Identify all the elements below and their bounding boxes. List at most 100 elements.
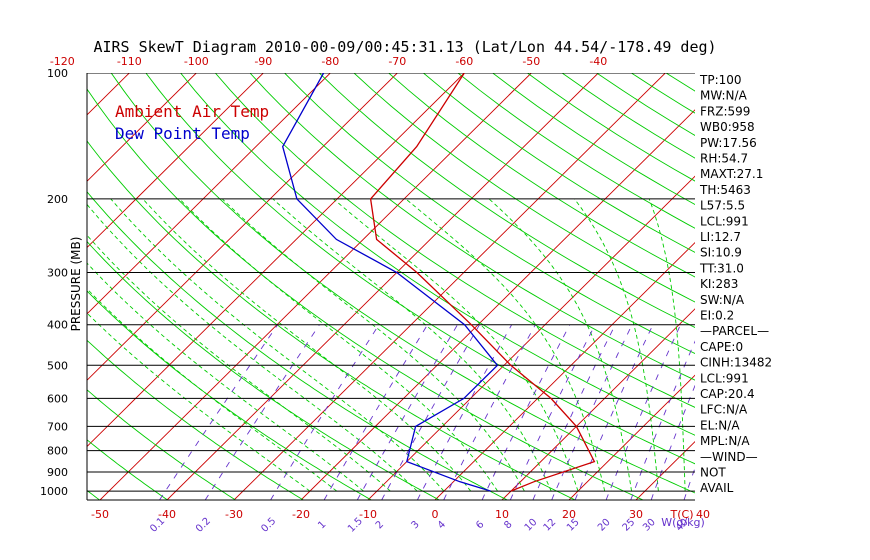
mixing-ratio-line — [356, 324, 458, 500]
stats-entry: TH:5463 — [699, 183, 751, 197]
stats-entry: EI:0.2 — [700, 309, 734, 323]
stats-entry: FRZ:599 — [700, 104, 750, 118]
stats-entry: AVAIL — [700, 481, 734, 495]
isotherm-line — [87, 73, 264, 249]
dry-adiabat-line — [423, 73, 695, 253]
pressure-tick-label: 300 — [47, 267, 68, 280]
dry-adiabat-line — [87, 140, 576, 500]
isotherm-line — [87, 73, 398, 381]
stats-entry: LFC:N/A — [700, 403, 748, 417]
mixing-ratio-line — [509, 324, 596, 500]
ambient-air-temp-line — [369, 73, 596, 492]
mixing-ratio-line — [532, 324, 616, 500]
dry-adiabat-line — [527, 73, 695, 182]
dry-adiabat-line — [87, 88, 644, 500]
top-temp-tick-labels: -120 -110 -100 -90 -80 -70 -60 -50 -40 — [50, 55, 607, 68]
dry-adiabat-line — [87, 489, 100, 500]
isotherm-line — [233, 73, 666, 500]
top-temp-tick-label: -100 — [184, 55, 209, 68]
stats-entry: EL:N/A — [700, 418, 740, 432]
moist-adiabat-line — [179, 198, 498, 492]
top-temp-tick-label: -70 — [388, 55, 406, 68]
isotherm-line — [87, 73, 130, 116]
dry-adiabat-line — [145, 73, 695, 465]
isotherm-line — [501, 308, 695, 500]
bottom-temp-tick-label: 30 — [629, 508, 643, 521]
isotherms — [0, 73, 695, 500]
top-temp-tick-label: -120 — [50, 55, 75, 68]
mixing-ratio-tick-label: 6 — [474, 519, 486, 531]
mixing-ratio-lines — [159, 324, 695, 500]
stats-entry: MW:N/A — [700, 89, 748, 103]
stats-entry: —WIND— — [700, 450, 758, 464]
stats-entry: NOT — [700, 466, 726, 480]
dry-adiabat-line — [284, 73, 695, 355]
dry-adiabat-line — [388, 73, 695, 278]
mixing-ratio-line — [551, 324, 633, 500]
stats-entry: LCL:991 — [700, 371, 749, 385]
bottom-temp-tick-label: -30 — [225, 508, 243, 521]
stats-entry: WB0:958 — [700, 120, 755, 134]
dry-adiabat-line — [805, 73, 870, 500]
bottom-temp-tick-label: -50 — [91, 508, 109, 521]
dry-adiabat-line — [180, 73, 695, 436]
isotherm-line — [87, 73, 197, 182]
bottom-temp-tick-label: -10 — [359, 508, 377, 521]
dry-adiabat-line — [249, 73, 695, 381]
dry-adiabat-line — [353, 73, 695, 303]
mixing-ratio-tick-label: 12 — [542, 517, 559, 534]
isobars — [87, 73, 695, 492]
stats-entry: MAXT:27.1 — [700, 167, 763, 181]
dry-adiabat-line — [492, 73, 695, 205]
stats-entry: —PARCEL— — [700, 324, 769, 338]
isotherm-line — [0, 73, 62, 500]
isotherm-line — [367, 175, 695, 500]
dry-adiabat-line — [0, 73, 32, 500]
bottom-temp-tick-label: 20 — [562, 508, 576, 521]
isotherm-line — [87, 73, 331, 315]
dry-adiabat-line — [87, 290, 372, 500]
pressure-tick-label: 600 — [47, 392, 68, 405]
pressure-tick-label: 1000 — [40, 485, 68, 498]
stats-entry: CAP:20.4 — [700, 387, 755, 401]
pressure-tick-label: 200 — [47, 193, 68, 206]
dew-point-temp-line — [282, 73, 499, 492]
pressure-tick-label: 400 — [47, 319, 68, 332]
bottom-temp-tick-labels: -50 -40 -30 -20 -10 0 10 20 30 40 — [91, 508, 710, 521]
y-axis-label: PRESSURE (MB) — [69, 237, 83, 332]
stats-entry: TP:100 — [699, 73, 742, 87]
dry-adiabat-line — [87, 389, 236, 500]
mixing-ratio-line — [443, 324, 536, 500]
bottom-temp-tick-label: 10 — [495, 508, 509, 521]
top-temp-tick-label: -90 — [254, 55, 272, 68]
dry-adiabat-line — [840, 73, 870, 500]
mixing-ratio-line — [323, 324, 428, 500]
legend-dew-point-temp: Dew Point Temp — [115, 124, 250, 143]
stats-entry: LI:12.7 — [700, 230, 741, 244]
top-temp-tick-label: -110 — [117, 55, 142, 68]
dry-adiabat-line — [770, 73, 870, 500]
pressure-tick-label: 500 — [47, 359, 68, 372]
mixing-ratio-tick-label: 10 — [523, 517, 540, 534]
dry-adiabat-line — [214, 73, 695, 408]
bottom-temp-tick-label: -20 — [292, 508, 310, 521]
stats-entry: SI:10.9 — [700, 246, 742, 260]
series-lines — [282, 73, 596, 492]
mixing-ratio-line — [481, 324, 571, 500]
dry-adiabat-line — [87, 339, 304, 500]
mixing-ratio-tick-label: 3 — [409, 519, 421, 531]
top-temp-tick-label: -80 — [321, 55, 339, 68]
mixing-ratio-tick-label: 4 — [436, 519, 448, 531]
mixing-ratio-line — [270, 324, 380, 500]
mixing-ratio-tick-label: 8 — [502, 519, 514, 531]
isotherm-line — [300, 109, 695, 500]
moist-adiabat-line — [87, 203, 418, 492]
moist-adiabats — [87, 198, 686, 492]
mixing-ratio-line — [605, 324, 681, 500]
dry-adiabat-line — [87, 439, 168, 500]
moist-adiabat-line — [110, 198, 445, 492]
dry-adiabat-line — [665, 73, 695, 92]
plot-grid — [0, 73, 870, 500]
